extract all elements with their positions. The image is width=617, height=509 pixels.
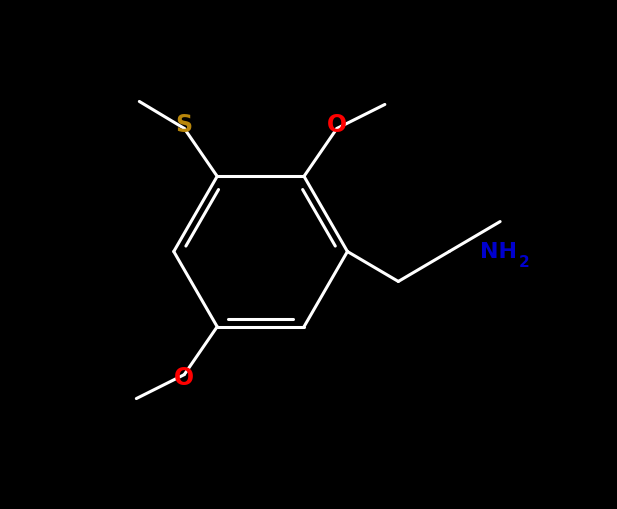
Text: NH: NH — [481, 241, 518, 262]
Text: O: O — [327, 114, 347, 137]
Text: 2: 2 — [519, 255, 529, 270]
Text: O: O — [174, 365, 194, 389]
Text: S: S — [176, 114, 193, 137]
